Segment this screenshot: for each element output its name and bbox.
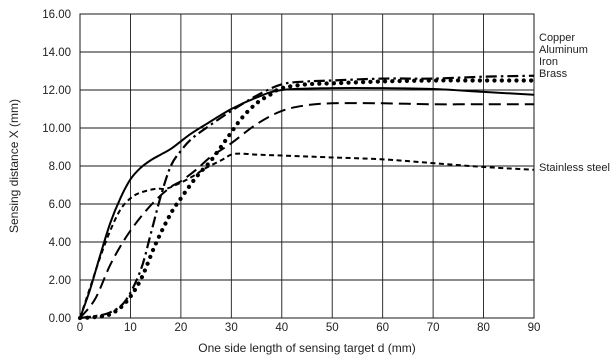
series-line-stainless-steel xyxy=(79,152,535,319)
legend-label: Copper xyxy=(539,32,575,44)
x-tick-label: 50 xyxy=(326,322,339,334)
series-line-brass xyxy=(79,102,534,319)
y-axis-title: Sensing distance X (mm) xyxy=(7,99,21,233)
y-tick-label: 6.00 xyxy=(49,199,71,211)
plot-frame xyxy=(79,13,535,319)
x-tick-label: 70 xyxy=(427,322,440,334)
x-tick-label: 30 xyxy=(225,322,238,334)
x-tick-label: 80 xyxy=(477,322,490,334)
y-tick-label: 14.00 xyxy=(42,47,71,59)
y-tick-label: 12.00 xyxy=(42,85,71,97)
y-tick-label: 8.00 xyxy=(49,161,71,173)
y-tick-label: 4.00 xyxy=(49,237,71,249)
x-axis-title: One side length of sensing target d (mm) xyxy=(198,341,415,355)
x-tick-label: 90 xyxy=(528,322,541,334)
x-tick-label: 20 xyxy=(174,322,187,334)
x-tick-label: 40 xyxy=(275,322,288,334)
y-tick-labels: 0.00 2.00 4.00 6.00 8.00 10.00 12.00 14.00 16.00 xyxy=(42,9,71,325)
series-lines xyxy=(77,74,537,321)
x-tick-labels: 0 10 20 30 40 50 60 70 80 90 xyxy=(77,322,541,334)
legend-label: Iron xyxy=(539,56,558,68)
legend-label: Stainless steel xyxy=(539,162,610,174)
y-tick-label: 10.00 xyxy=(42,123,71,135)
series-line-iron xyxy=(79,86,535,319)
series-line-copper xyxy=(79,74,535,320)
y-tick-label: 16.00 xyxy=(42,9,71,21)
legend-label: Aluminum xyxy=(539,44,588,56)
x-tick-label: 60 xyxy=(376,322,389,334)
x-tick-label: 10 xyxy=(124,322,137,334)
series-line-aluminum xyxy=(77,78,537,321)
y-tick-label: 2.00 xyxy=(49,275,71,287)
y-tick-label: 0.00 xyxy=(49,313,71,325)
x-tick-label: 0 xyxy=(77,322,83,334)
legend-label: Brass xyxy=(539,68,568,80)
